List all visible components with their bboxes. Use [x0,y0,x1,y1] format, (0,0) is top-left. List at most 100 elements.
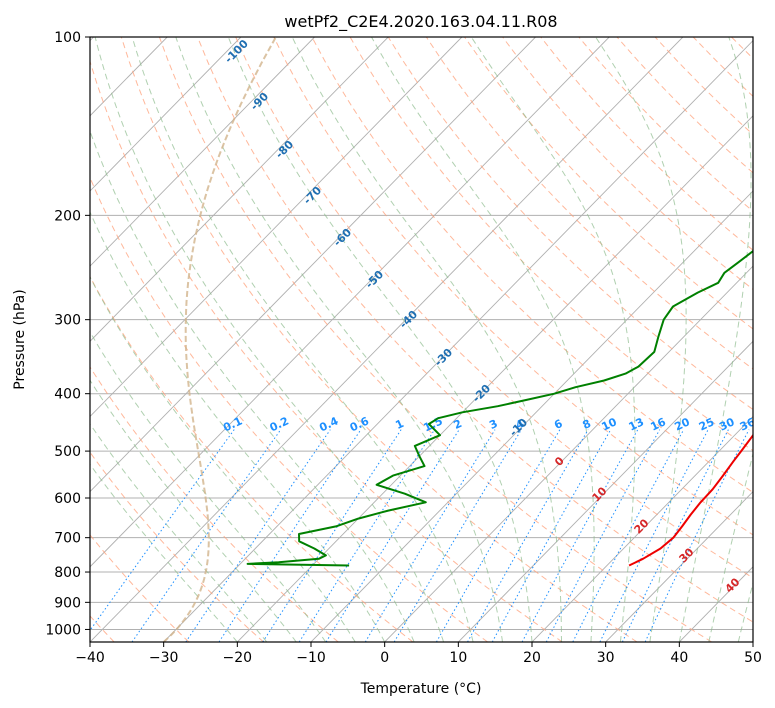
mixing-ratio-label: 30 [717,415,737,433]
dry-adiabat [502,37,753,290]
mixing-ratio-label: 16 [649,415,669,433]
x-tick-label: 0 [380,650,389,666]
y-tick-label: 1000 [45,622,81,638]
dry-adiabat [90,59,563,642]
moist-adiabat [470,37,636,642]
y-tick-label: 500 [54,444,81,460]
isotherm-gridline [605,491,753,642]
isotherm-gridline [752,641,753,642]
profiles [246,249,753,567]
isotherm-gridline [90,37,684,642]
moist-adiabat [737,581,753,642]
adiabat-label: -100 [222,37,251,66]
isotherm-gridline [90,37,536,493]
mixing-ratio-label: 3 [487,417,499,432]
x-tick-label: −30 [149,650,179,666]
isotherm-gridline [310,190,753,642]
mixing-ratio-label: 0.4 [317,414,340,434]
moist-adiabat [90,423,268,642]
temperature-profile-line [628,433,753,567]
adiabat-label: -90 [248,90,271,113]
mixing-ratio-line [491,429,612,642]
x-tick-label: −40 [75,650,105,666]
plot-frame [89,36,754,643]
mixing-ratio-line [599,429,709,642]
y-tick-label: 100 [54,30,81,46]
dry-adiabat [90,176,488,642]
moist-adiabat [708,451,753,642]
isotherm-gridline [90,37,610,568]
mixing-ratio-label: 10 [600,415,620,433]
y-tick-label: 700 [54,531,81,547]
mixing-ratio-label: 2 [452,417,464,432]
moist-adiabat [131,37,474,642]
mixing-ratio-line [545,429,661,642]
mixing-ratio-line [90,429,235,632]
mixing-ratio-line [325,429,460,642]
y-tick-label: 900 [54,595,81,611]
isotherm-gridline [237,115,753,642]
dry-adiabat [349,37,753,452]
x-axis-title: Temperature (°C) [360,681,482,697]
mixing-ratio-line [298,429,436,642]
y-tick-label: 200 [54,208,81,224]
background-lines [90,37,775,642]
mixing-ratio-line [262,429,402,642]
moist-adiabat [90,330,327,642]
dry-adiabat [425,37,753,370]
mixing-ratio-label: 13 [627,415,646,433]
adiabat-label: -70 [301,184,324,207]
isotherm-gridline [90,37,389,342]
y-tick-label: 400 [54,387,81,403]
x-tick-label: 40 [670,650,688,666]
x-tick-label: 50 [744,650,762,666]
moist-adiabat [90,210,386,642]
dry-adiabat [387,37,753,411]
isotherm-gridline [384,265,753,642]
dewpoint-profile-line [246,249,753,567]
moist-adiabat [371,37,595,642]
mixing-ratio-line [621,429,729,642]
moist-adiabat [94,37,445,642]
adiabat-label: 0 [552,454,567,469]
adiabat-label: -30 [432,346,455,369]
mixing-ratio-line [467,429,589,642]
x-tick-label: 10 [449,650,467,666]
adiabat-label: -10 [507,416,530,439]
moist-adiabat [595,37,687,642]
isotherm-gridline [679,566,753,642]
x-axis: −40 −30 −20 −10 0 10 20 30 40 50 [75,642,762,666]
adiabat-label: -60 [331,226,354,249]
mixing-ratio-label: 36 [738,415,758,433]
dry-adiabat [235,37,753,579]
mixing-ratio-label: 6 [552,417,565,432]
dry-adiabat [197,37,753,623]
x-tick-label: 20 [523,650,541,666]
adiabat-label: -80 [273,138,296,161]
x-tick-label: −20 [223,650,253,666]
mixing-ratio-label: 20 [673,415,693,433]
x-tick-label: −10 [296,650,326,666]
dry-adiabat [770,37,775,642]
adiabat-label: 20 [632,516,652,536]
mixing-ratio-line [131,429,282,642]
y-tick-label: 800 [54,565,81,581]
mixing-ratio-label: 0.6 [348,414,371,434]
mixing-ratio-label: 0.2 [268,414,291,434]
dry-adiabat [273,37,753,536]
moist-adiabat [90,463,238,642]
y-tick-label: 300 [54,313,81,329]
dry-adiabat [464,37,753,330]
dry-adiabat [158,37,712,642]
mixing-ratio-line [435,429,561,642]
isotherm-gridline [163,39,753,642]
isotherm-gridline [90,37,315,267]
adiabat-label: -40 [397,308,420,331]
mixing-ratio-line [572,429,685,642]
isotherm-gridline [90,37,463,418]
dry-adiabat [90,366,339,642]
dry-adiabat [120,37,638,642]
mixing-ratio-line [521,429,639,642]
moist-adiabat [678,37,752,642]
